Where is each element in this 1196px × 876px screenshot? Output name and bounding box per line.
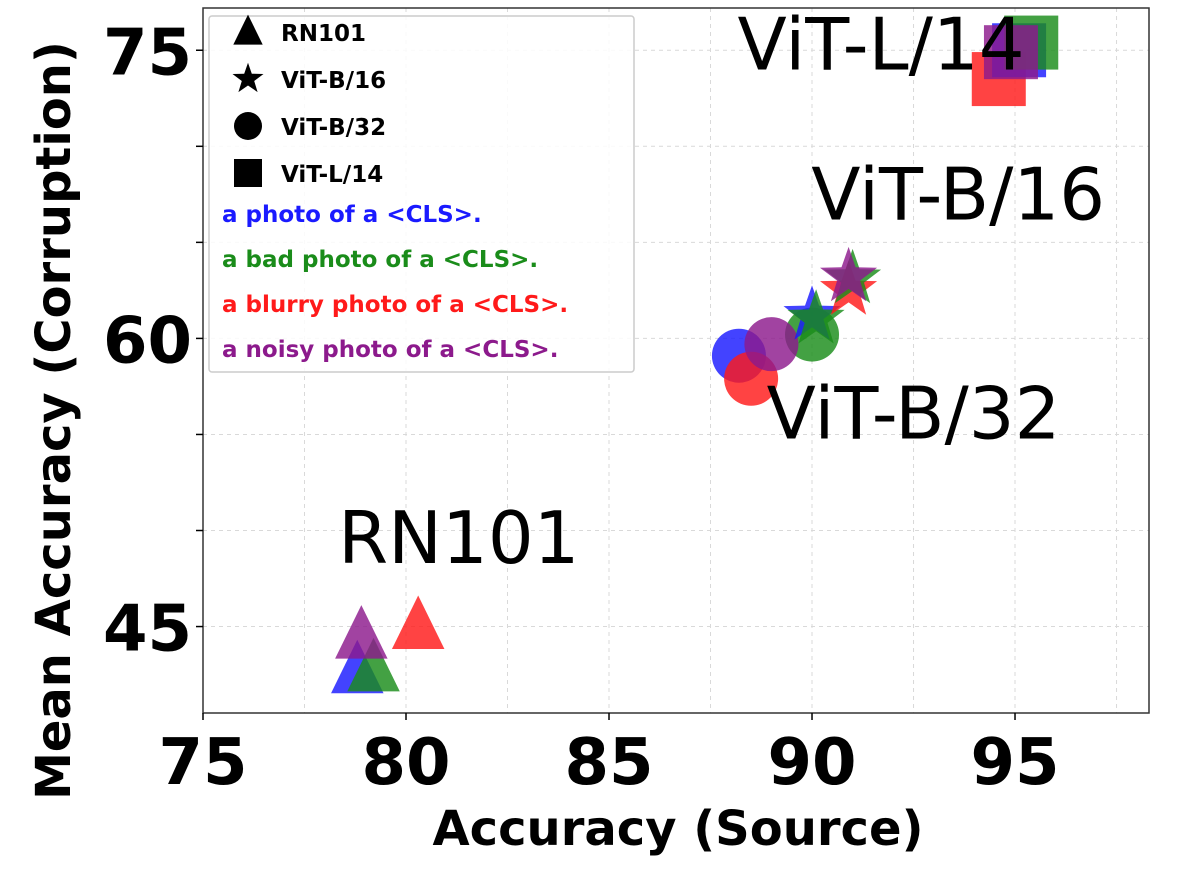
data-points xyxy=(331,15,1059,694)
y-tick-label: 45 xyxy=(103,593,192,667)
x-tick-label: 85 xyxy=(564,726,653,800)
plot-area-frame xyxy=(202,7,1150,714)
legend-prompt-label: a blurry photo of a <CLS>. xyxy=(222,292,568,318)
point-vit-b-16 xyxy=(787,289,845,344)
x-tick-label: 90 xyxy=(767,726,856,800)
x-tick-label: 80 xyxy=(361,726,450,800)
group-annotations: RN101 ViT-B/32 ViT-B/16 ViT-L/14 xyxy=(338,2,1105,580)
legend-prompt-label: a bad photo of a <CLS>. xyxy=(222,247,538,273)
x-tick-label: 75 xyxy=(158,726,247,800)
x-tick-label: 95 xyxy=(970,726,1059,800)
legend-marker-vit-l-14 xyxy=(234,159,262,187)
legend-prompt-label: a noisy photo of a <CLS>. xyxy=(222,337,558,363)
legend-label: ViT-L/14 xyxy=(281,162,383,188)
legend-label: RN101 xyxy=(281,21,366,47)
point-rn101 xyxy=(335,605,388,659)
legend-box xyxy=(208,15,635,373)
legend-marker-rn101 xyxy=(233,14,263,45)
point-vit-b-16 xyxy=(820,246,878,302)
legend: RN101 ViT-B/16 ViT-B/32 ViT-L/14 a photo of … xyxy=(208,14,635,373)
annotation-vit-b-32: ViT-B/32 xyxy=(767,371,1061,455)
legend-label: ViT-B/16 xyxy=(281,68,386,94)
legend-label: ViT-B/32 xyxy=(281,115,386,141)
point-rn101 xyxy=(347,637,400,692)
legend-prompt-label: a photo of a <CLS>. xyxy=(222,202,482,228)
legend-marker-vit-b-16 xyxy=(232,62,264,93)
annotation-vit-b-16: ViT-B/16 xyxy=(811,152,1105,236)
legend-marker-vit-b-32 xyxy=(234,112,262,140)
y-tick-label: 75 xyxy=(103,16,192,90)
annotation-vit-l-14: ViT-L/14 xyxy=(738,2,1025,86)
point-vit-b-32 xyxy=(744,317,799,372)
axis-ticks: 75 80 85 90 95 45 60 75 xyxy=(103,16,1060,800)
annotation-rn101: RN101 xyxy=(338,496,579,580)
point-rn101 xyxy=(391,595,445,650)
point-vit-l-14 xyxy=(983,25,1038,80)
y-tick-label: 60 xyxy=(103,304,192,378)
x-axis-title: Accuracy (Source) xyxy=(432,801,923,857)
y-axis-title: Mean Accuracy (Corruption) xyxy=(26,41,82,800)
